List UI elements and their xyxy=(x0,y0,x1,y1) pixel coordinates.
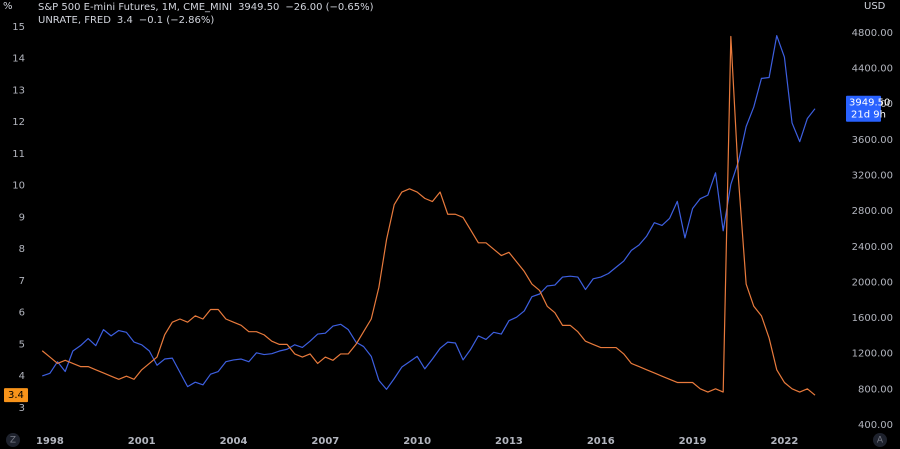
y-tick-label: 6 xyxy=(19,308,25,319)
x-tick-label: 2013 xyxy=(495,436,523,447)
legend-name[interactable]: S&P 500 E-mini Futures, 1M, CME_MINI xyxy=(38,2,232,13)
y-tick-label: 11 xyxy=(12,149,25,160)
y2-tick-label: 3200.00 xyxy=(852,171,893,182)
price-tag xyxy=(846,95,881,122)
x-tick-label: 2004 xyxy=(220,436,248,447)
y2-tick-label: 2800.00 xyxy=(852,206,893,217)
y2-tick-label: 2400.00 xyxy=(852,242,893,253)
y2-tick-label: 400.00 xyxy=(858,420,893,431)
y-tick-label: 8 xyxy=(19,244,25,255)
y2-tick-label: 800.00 xyxy=(858,384,893,395)
price-tag-countdown: 21d 9h xyxy=(851,110,886,121)
price-tag xyxy=(4,388,28,403)
y2-tick-label: 2000.00 xyxy=(852,277,893,288)
corner-button-label[interactable]: A xyxy=(877,436,884,446)
y-axis-unit: % xyxy=(3,1,13,12)
y-tick-label: 5 xyxy=(19,339,25,350)
corner-button[interactable] xyxy=(873,433,887,447)
y2-tick-label: 1200.00 xyxy=(852,349,893,360)
price-tag-value: 3949.50 xyxy=(849,98,890,109)
corner-button-label[interactable]: Z xyxy=(10,436,16,446)
legend-change: −26.00 (−0.65%) xyxy=(285,2,373,13)
corner-button[interactable] xyxy=(6,433,20,447)
legend-value: 3949.50 xyxy=(238,2,279,13)
y2-tick-label: 3600.00 xyxy=(852,135,893,146)
series-line xyxy=(41,35,816,396)
legend-name[interactable]: UNRATE, FRED xyxy=(38,15,111,26)
y-tick-label: 14 xyxy=(12,54,25,65)
x-tick-label: 2019 xyxy=(679,436,707,447)
y2-tick-label: 4400.00 xyxy=(852,64,893,75)
y-tick-label: 4 xyxy=(19,371,25,382)
price-tag-value: 3.4 xyxy=(8,390,24,401)
y2-tick-label: 1600.00 xyxy=(852,313,893,324)
y-tick-label: 13 xyxy=(12,85,25,96)
y-tick-label: 10 xyxy=(12,181,25,192)
legend-value: 3.4 xyxy=(117,15,133,26)
x-tick-label: 1998 xyxy=(36,436,64,447)
x-tick-label: 2010 xyxy=(403,436,431,447)
x-tick-label: 2022 xyxy=(770,436,798,447)
y-tick-label: 9 xyxy=(19,212,25,223)
x-tick-label: 2001 xyxy=(128,436,156,447)
series-line xyxy=(42,35,816,390)
legend-change: −0.1 (−2.86%) xyxy=(139,15,215,26)
y-tick-label: 3 xyxy=(19,403,25,414)
y-tick-label: 12 xyxy=(12,117,25,128)
y-tick-label: 15 xyxy=(12,22,25,33)
x-tick-label: 2016 xyxy=(587,436,615,447)
x-tick-label: 2007 xyxy=(311,436,339,447)
y2-tick-label: 4800.00 xyxy=(852,28,893,39)
y-tick-label: 7 xyxy=(19,276,25,287)
y2-axis-unit: USD xyxy=(864,1,886,12)
